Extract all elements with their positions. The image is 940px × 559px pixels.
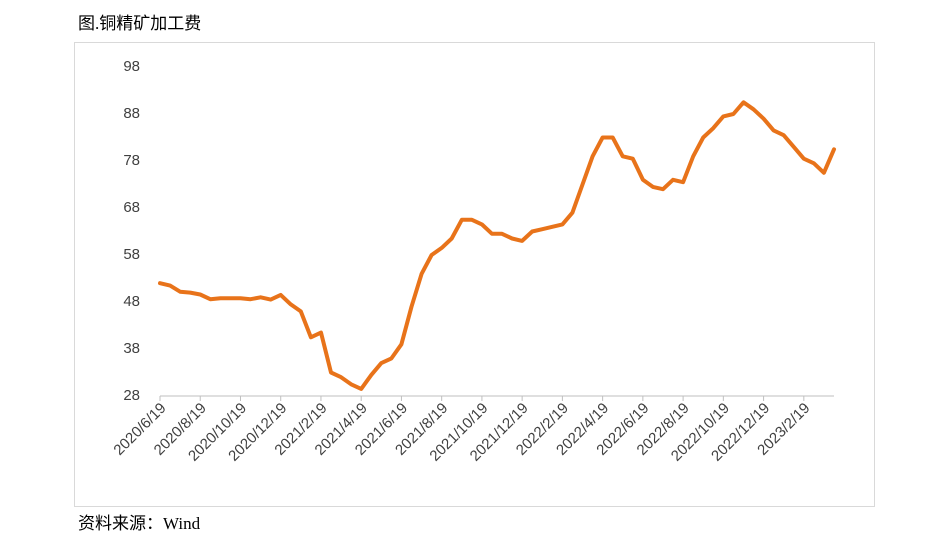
data-line <box>158 100 836 391</box>
y-tick-label: 38 <box>123 340 140 357</box>
chart-title: 图.铜精矿加工费 <box>78 14 201 33</box>
y-tick-label: 98 <box>123 58 140 75</box>
y-tick-label: 48 <box>123 293 140 310</box>
y-tick-label: 58 <box>123 246 140 263</box>
y-tick-label: 68 <box>123 199 140 216</box>
y-tick-label: 78 <box>123 152 140 169</box>
y-tick-label: 88 <box>123 105 140 122</box>
source-note: 资料来源：Wind <box>78 514 201 533</box>
y-tick-label: 28 <box>123 387 140 404</box>
plot-frame <box>74 42 875 507</box>
